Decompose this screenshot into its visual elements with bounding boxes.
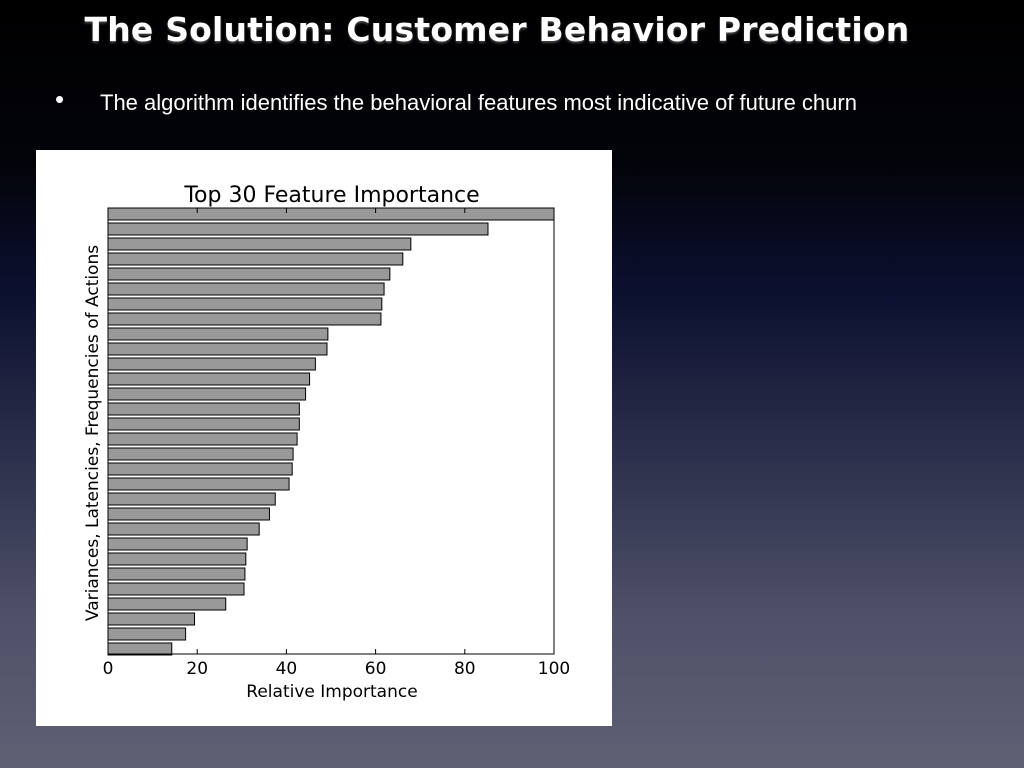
feature-bar: [107, 237, 412, 251]
feature-bar: [107, 537, 248, 551]
x-tick-label: 0: [103, 659, 114, 679]
feature-bar: [107, 387, 307, 401]
x-tick-label: 60: [365, 659, 387, 679]
chart-card: Top 30 Feature Importance Relative Impor…: [36, 150, 612, 726]
bullet-text: The algorithm identifies the behavioral …: [100, 90, 857, 115]
feature-bar: [107, 312, 382, 326]
feature-bar: [107, 567, 246, 581]
chart-title: Top 30 Feature Importance: [183, 183, 479, 208]
feature-bar: [107, 627, 187, 641]
feature-bar: [107, 492, 276, 506]
plot-frame: [107, 207, 555, 655]
x-tick-label: 40: [276, 659, 298, 679]
bullet-dot-icon: •: [55, 84, 65, 114]
y-axis-label: Variances, Latencies, Frequencies of Act…: [83, 245, 103, 621]
feature-bar: [107, 597, 227, 611]
feature-bar: [107, 402, 300, 416]
x-axis-label: Relative Importance: [246, 682, 417, 702]
feature-importance-chart: Top 30 Feature Importance Relative Impor…: [83, 183, 570, 702]
feature-bar: [107, 477, 290, 491]
feature-bar: [107, 522, 260, 536]
feature-bar: [107, 417, 300, 431]
feature-bar: [107, 357, 316, 371]
feature-bar: [107, 552, 247, 566]
feature-bar: [107, 507, 270, 521]
feature-bar: [107, 432, 298, 446]
feature-bar: [107, 462, 293, 476]
feature-bar: [107, 267, 391, 281]
feature-bar: [107, 582, 245, 596]
feature-bar: [107, 372, 311, 386]
x-tick-label: 80: [454, 659, 476, 679]
feature-bar: [107, 642, 173, 656]
feature-bar: [107, 282, 385, 296]
x-tick-label: 20: [186, 659, 208, 679]
feature-bar: [107, 327, 329, 341]
feature-bar: [107, 207, 555, 221]
x-tick-label: 100: [538, 659, 570, 679]
feature-bar: [107, 612, 196, 626]
feature-bar: [107, 252, 404, 266]
feature-bar: [107, 222, 489, 236]
bar-group: [107, 207, 555, 656]
x-ticks: 0 20 40 60 80 100: [103, 208, 570, 679]
slide-title: The Solution: Customer Behavior Predicti…: [84, 10, 910, 49]
feature-bar: [107, 342, 328, 356]
feature-bar: [107, 447, 294, 461]
feature-bar: [107, 297, 383, 311]
